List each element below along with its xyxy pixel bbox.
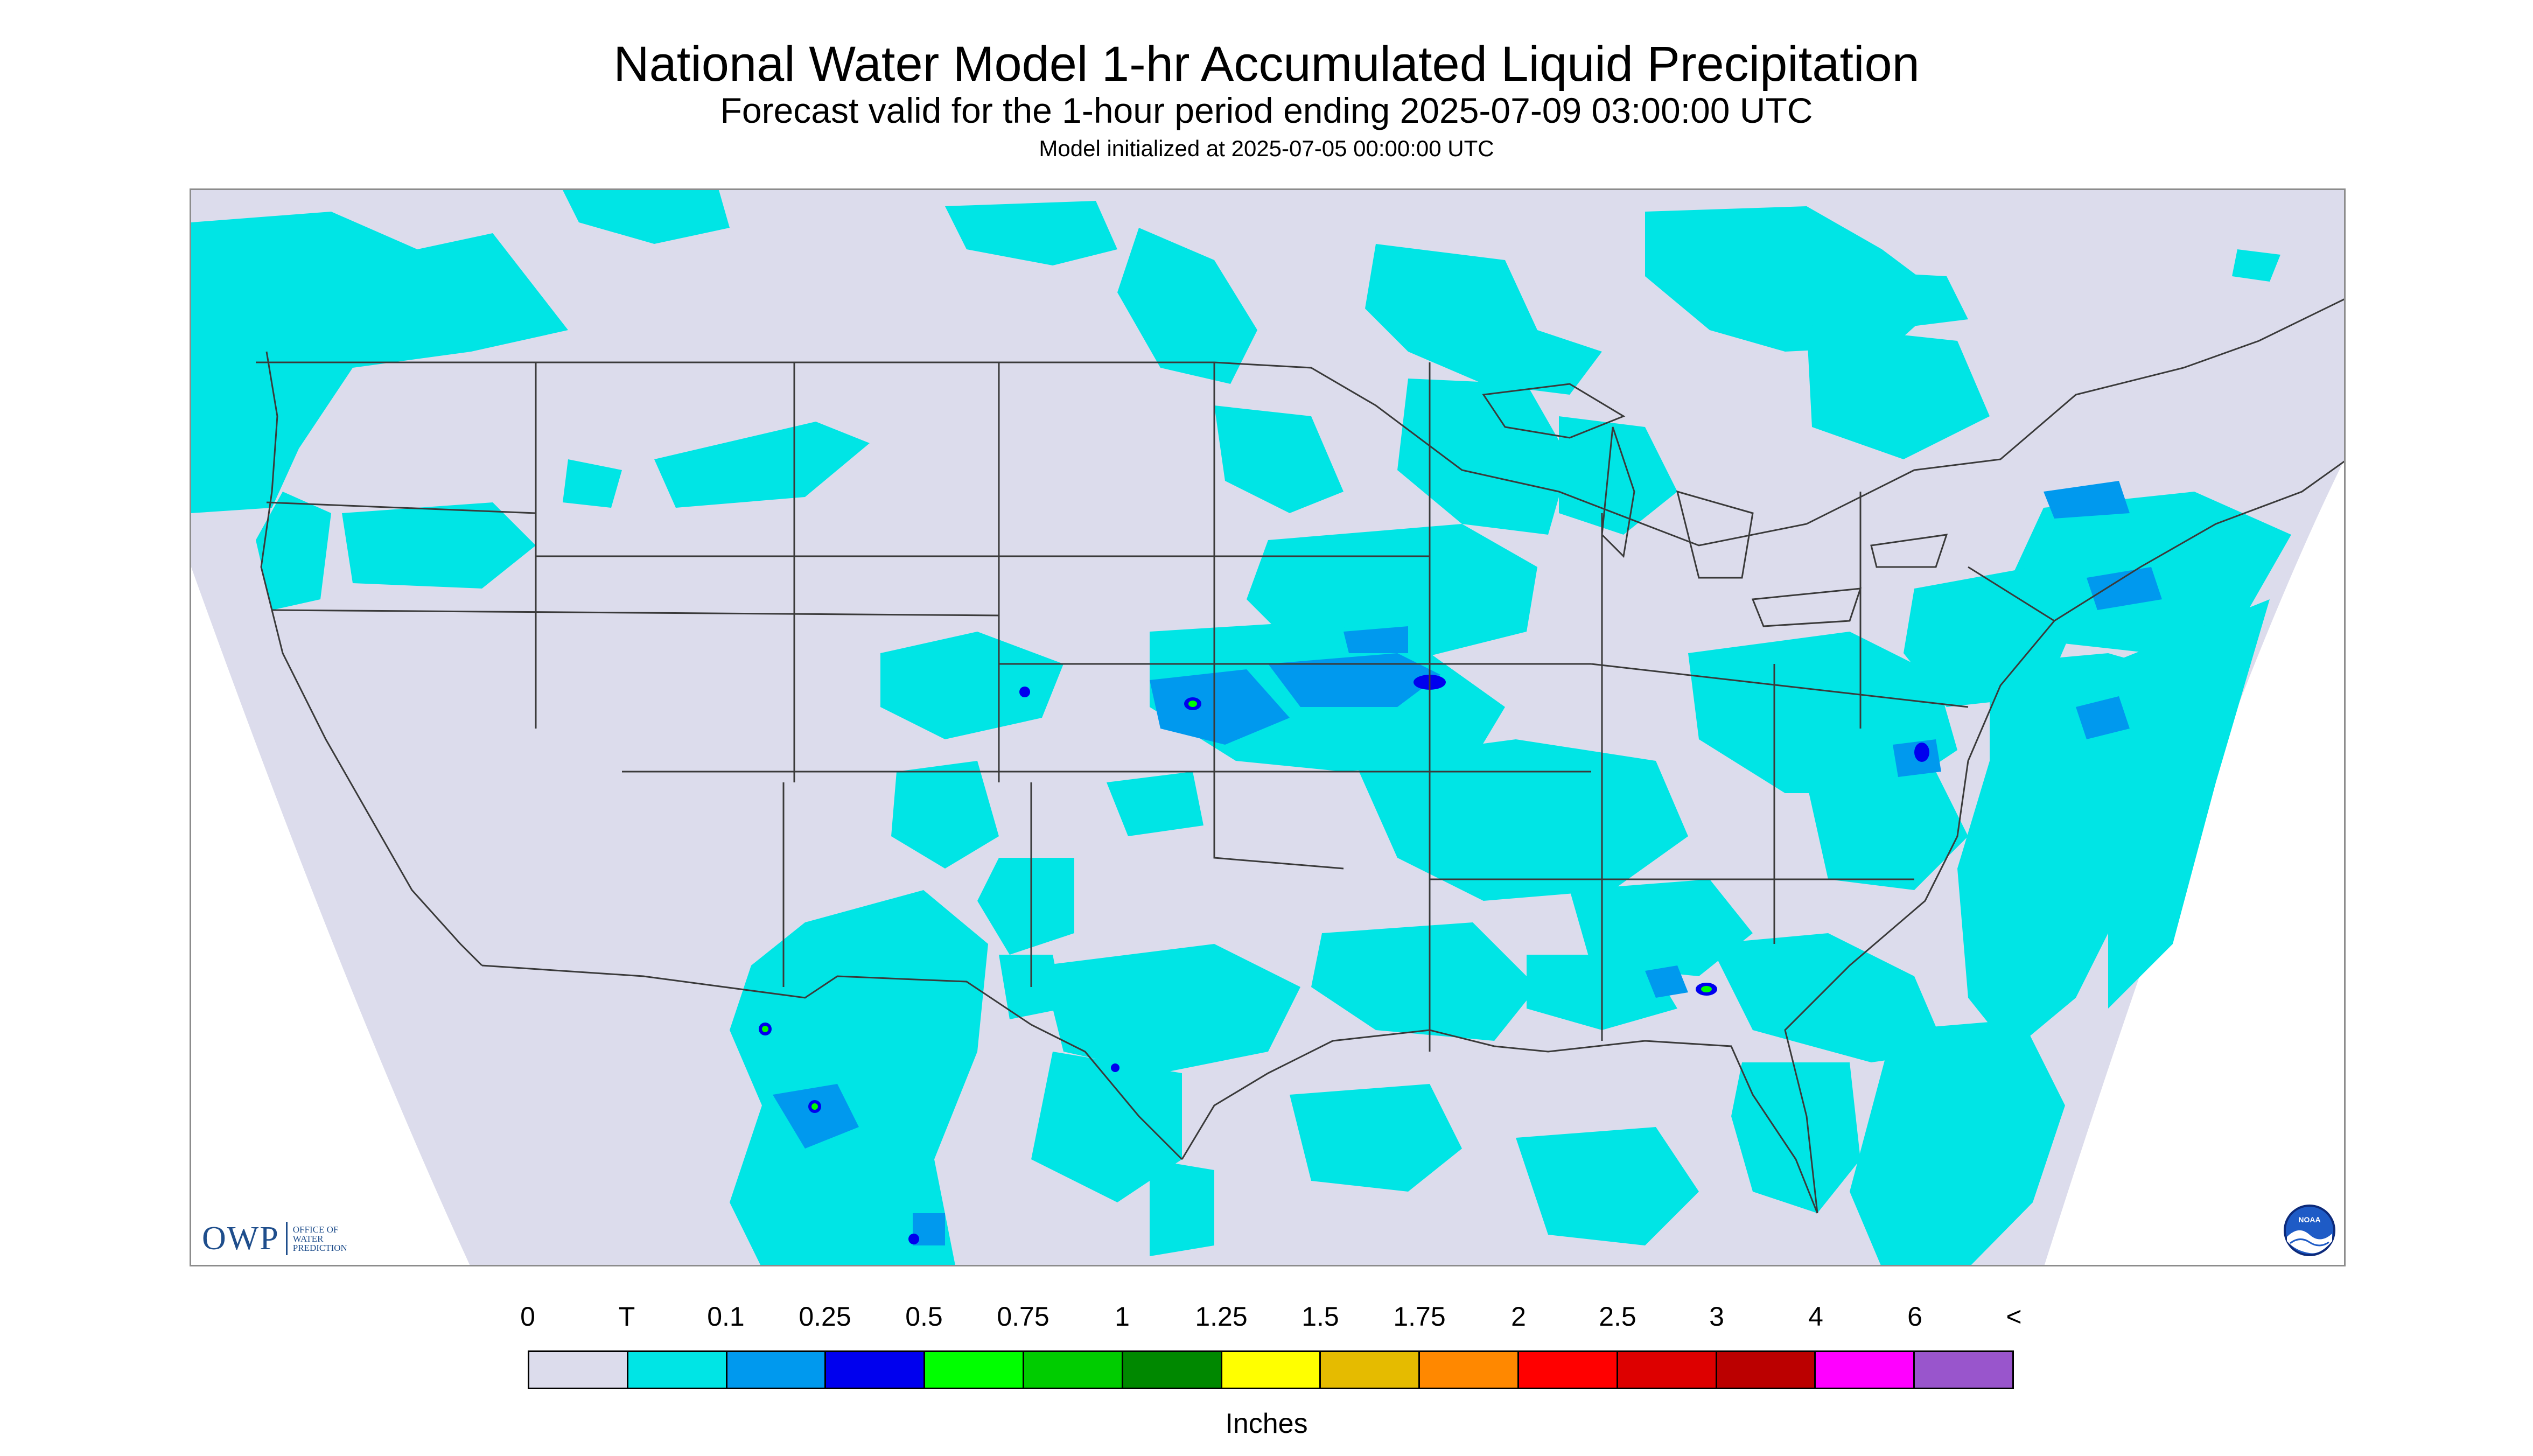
legend-swatch <box>826 1352 926 1388</box>
legend-swatch <box>727 1352 827 1388</box>
map-title: National Water Model 1-hr Accumulated Li… <box>613 37 1920 92</box>
legend-label: 0.5 <box>905 1301 943 1332</box>
legend-label: 3 <box>1709 1301 1724 1332</box>
legend-label: 0.1 <box>707 1301 745 1332</box>
legend-label: 1.75 <box>1393 1301 1446 1332</box>
legend-label: < <box>2006 1301 2022 1332</box>
noaa-logo: NOAA <box>2283 1203 2336 1257</box>
legend-label: 0.75 <box>997 1301 1049 1332</box>
legend-color-bar <box>528 1350 2014 1389</box>
legend-label: 1.5 <box>1302 1301 1339 1332</box>
owp-logo-text: OFFICE OF WATER PREDICTION <box>292 1224 347 1253</box>
owp-logo: OWP OFFICE OF WATER PREDICTION <box>202 1222 347 1255</box>
legend-units: Inches <box>1225 1408 1308 1439</box>
precipitation-light-areas <box>773 481 2162 1245</box>
legend-label: 2.5 <box>1599 1301 1636 1332</box>
noaa-logo-text: NOAA <box>2298 1215 2321 1224</box>
legend-label: 0 <box>520 1301 535 1332</box>
legend-label: 6 <box>1907 1301 1922 1332</box>
precipitation-map-canvas <box>191 190 2344 1265</box>
legend-label: 4 <box>1808 1301 1823 1332</box>
owp-logo-mark: OWP <box>202 1222 288 1255</box>
noaa-emblem-icon <box>2284 1205 2335 1256</box>
legend-swatch <box>628 1352 727 1388</box>
legend-swatch <box>1519 1352 1618 1388</box>
legend-swatch <box>1618 1352 1717 1388</box>
model-init-note: Model initialized at 2025-07-05 00:00:00… <box>1039 136 1494 161</box>
legend-swatch <box>1024 1352 1123 1388</box>
legend-label: 1.25 <box>1195 1301 1248 1332</box>
legend-labels: 0 T 0.1 0.25 0.5 0.75 1 1.25 1.5 1.75 2 2.5 3 4 6 < <box>0 1300 2533 1338</box>
legend-swatch <box>1915 1352 2012 1388</box>
legend-swatch <box>925 1352 1024 1388</box>
legend-label: 0.25 <box>799 1301 851 1332</box>
legend-swatch <box>1420 1352 1519 1388</box>
legend-swatch <box>1717 1352 1816 1388</box>
state-and-country-boundaries <box>256 298 2344 1214</box>
legend-swatch <box>1321 1352 1421 1388</box>
legend-label: T <box>618 1301 635 1332</box>
legend-swatch <box>1816 1352 1915 1388</box>
forecast-valid-subtitle: Forecast valid for the 1-hour period end… <box>720 90 1813 130</box>
precipitation-map[interactable]: OWP OFFICE OF WATER PREDICTION NOAA <box>190 188 2346 1266</box>
legend-label: 2 <box>1511 1301 1526 1332</box>
legend-label: 1 <box>1115 1301 1130 1332</box>
legend-swatch <box>529 1352 628 1388</box>
legend-swatch <box>1123 1352 1222 1388</box>
legend-swatch <box>1222 1352 1321 1388</box>
